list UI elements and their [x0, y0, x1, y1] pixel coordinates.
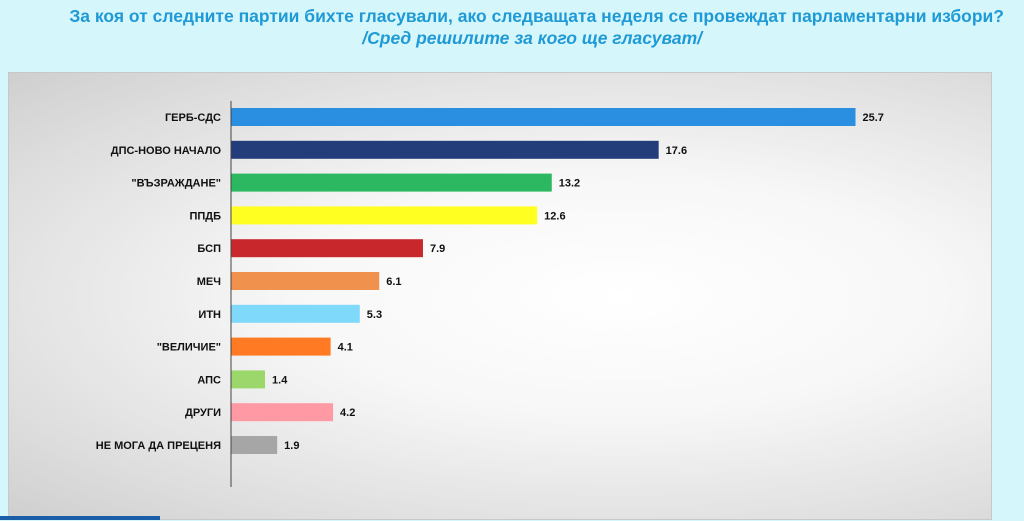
category-label: "ВЪЗРАЖДАНЕ": [131, 178, 221, 190]
value-label: 1.4: [272, 374, 288, 386]
bar: [231, 173, 552, 192]
value-label: 17.6: [666, 145, 687, 157]
chart-title: За коя от следните партии бихте гласувал…: [69, 6, 1004, 26]
footer-accent-bar: [0, 516, 160, 520]
value-label: 4.2: [340, 407, 355, 419]
category-label: ДРУГИ: [185, 407, 221, 419]
value-label: 7.9: [430, 243, 445, 255]
category-label: ИТН: [198, 309, 221, 321]
bar: [231, 436, 278, 454]
value-label: 13.2: [559, 178, 580, 190]
category-label: ДПС-НОВО НАЧАЛО: [111, 145, 222, 157]
bar: [231, 239, 423, 258]
value-label: 4.1: [338, 342, 353, 354]
category-label: ГЕРБ-СДС: [165, 112, 221, 124]
bar: [231, 272, 380, 290]
bar: [231, 304, 360, 323]
bar: [231, 337, 331, 356]
value-label: 5.3: [367, 309, 382, 321]
category-label: ППДБ: [189, 210, 221, 222]
chart-subtitle: /Сред решилите за кого ще гласуват/: [362, 28, 702, 48]
bar: [231, 403, 334, 422]
category-label: "ВЕЛИЧИЕ": [157, 342, 221, 354]
category-label: БСП: [197, 243, 221, 255]
category-label: МЕЧ: [197, 276, 221, 288]
category-label: НЕ МОГА ДА ПРЕЦЕНЯ: [96, 440, 221, 452]
bar: [231, 206, 538, 225]
bar: [231, 370, 266, 389]
bar: [231, 108, 856, 126]
chart-panel: ГЕРБ-СДС ДПС-НОВО НАЧАЛО "ВЪЗРАЖДАНЕ" ППДБ Б…: [8, 72, 992, 520]
bar-chart: ГЕРБ-СДС ДПС-НОВО НАЧАЛО "ВЪЗРАЖДАНЕ" ППДБ Б…: [96, 101, 884, 487]
bar: [231, 140, 659, 159]
value-label: 1.9: [284, 440, 299, 452]
value-label: 6.1: [386, 276, 401, 288]
value-label: 12.6: [544, 210, 565, 222]
value-label: 25.7: [863, 112, 884, 124]
category-label: АПС: [197, 374, 221, 386]
